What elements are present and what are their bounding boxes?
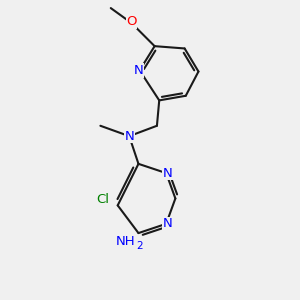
Text: Cl: Cl xyxy=(96,193,109,206)
Text: N: N xyxy=(162,217,172,230)
Text: O: O xyxy=(126,15,137,28)
Text: NH: NH xyxy=(116,235,136,248)
Text: N: N xyxy=(134,64,143,77)
Text: N: N xyxy=(162,167,172,180)
Text: 2: 2 xyxy=(136,241,143,251)
Text: N: N xyxy=(124,130,134,143)
